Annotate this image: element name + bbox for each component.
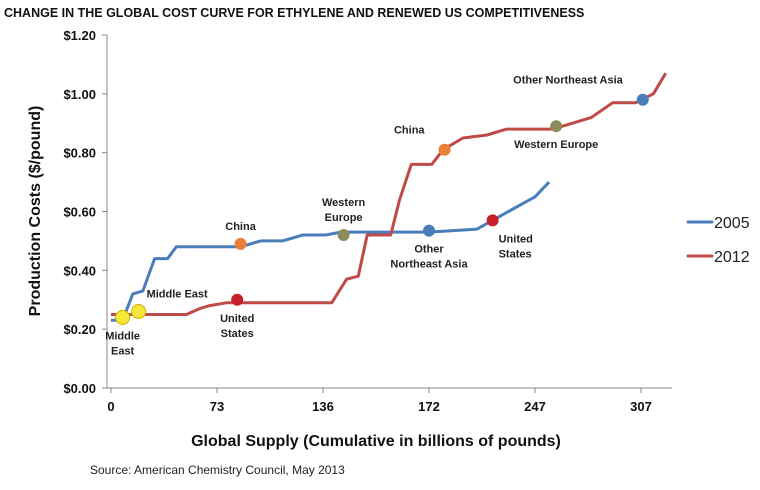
marker-label: China (394, 125, 425, 137)
marker-label: Middle (105, 330, 140, 342)
marker-point (423, 224, 435, 237)
legend-label-2005: 2005 (714, 215, 750, 232)
marker-point (636, 93, 649, 106)
marker-point (550, 120, 563, 133)
marker-point (234, 237, 247, 250)
marker-label: Other (414, 244, 444, 256)
marker-label: Northeast Asia (390, 259, 468, 271)
series-line-2012 (111, 72, 667, 316)
marker-label: States (499, 248, 532, 260)
chart-title: CHANGE IN THE GLOBAL COST CURVE FOR ETHY… (4, 6, 584, 20)
source-note: Source: American Chemistry Council, May … (90, 463, 345, 477)
marker-point (231, 293, 244, 306)
marker-label: Western (322, 197, 365, 209)
x-tick-label: 307 (630, 399, 652, 414)
y-tick-label: $1.00 (63, 87, 96, 102)
y-tick-label: $0.20 (63, 322, 96, 337)
y-tick-label: $0.60 (63, 205, 96, 220)
x-axis-label: Global Supply (Cumulative in billions of… (191, 433, 561, 450)
legend-label-2012: 2012 (714, 249, 750, 266)
marker-label: States (221, 328, 254, 340)
marker-point (131, 304, 147, 320)
y-tick-label: $0.80 (63, 146, 96, 161)
y-axis-label: Production Costs ($/pound) (27, 106, 44, 317)
y-tick-label: $0.40 (63, 263, 96, 278)
x-tick-label: 172 (418, 399, 440, 414)
marker-label: United (220, 313, 254, 325)
marker-label: China (225, 221, 256, 233)
marker-label: Europe (325, 212, 363, 224)
series-line-2005 (111, 181, 551, 322)
marker-point (337, 229, 350, 242)
y-tick-label: $0.00 (63, 381, 96, 396)
marker-label: United (499, 233, 533, 245)
x-tick-label: 247 (524, 399, 546, 414)
marker-point (486, 214, 499, 227)
marker-label: Other Northeast Asia (513, 75, 624, 87)
x-tick-label: 73 (210, 399, 224, 414)
marker-point (438, 143, 451, 156)
marker-label: Middle East (147, 289, 208, 301)
x-tick-label: 0 (107, 399, 114, 414)
marker-point (115, 309, 131, 325)
marker-label: Western Europe (514, 139, 598, 151)
y-tick-label: $1.20 (63, 28, 96, 43)
x-tick-label: 136 (312, 399, 334, 414)
marker-label: East (111, 345, 135, 357)
